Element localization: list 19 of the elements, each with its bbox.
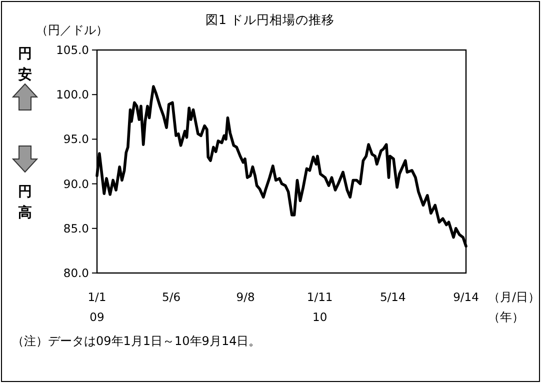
y-tick-label: 80.0 <box>63 266 89 280</box>
x-tick-label: 5/14 <box>380 290 406 304</box>
text: 円高 <box>18 184 32 221</box>
y-tick-label: 105.0 <box>56 43 89 57</box>
y-tick-label: 95.0 <box>63 132 89 146</box>
chart-title: 図1 ドル円相場の推移 <box>206 12 334 27</box>
text: （年） <box>488 310 524 324</box>
y-axis-title: （円／ドル） <box>36 23 108 37</box>
x-axis-title: （月/日） <box>488 290 540 304</box>
y-tick-label: 85.0 <box>63 221 89 236</box>
x-tick-label: 1/11 10 <box>306 290 333 324</box>
x-tick-label: 5/6 <box>162 290 181 304</box>
text: （注）データは09年1月1日～10年9月14日。 <box>12 334 261 348</box>
x-tick-label: 9/14 <box>453 290 479 304</box>
y-tick-label: 100.0 <box>56 88 89 102</box>
y-tick-label: 90.0 <box>63 176 89 191</box>
text: 円安 <box>18 46 32 83</box>
x-tick-label: 1/1 09 <box>88 290 106 324</box>
x-tick-label: 9/8 <box>236 290 255 304</box>
